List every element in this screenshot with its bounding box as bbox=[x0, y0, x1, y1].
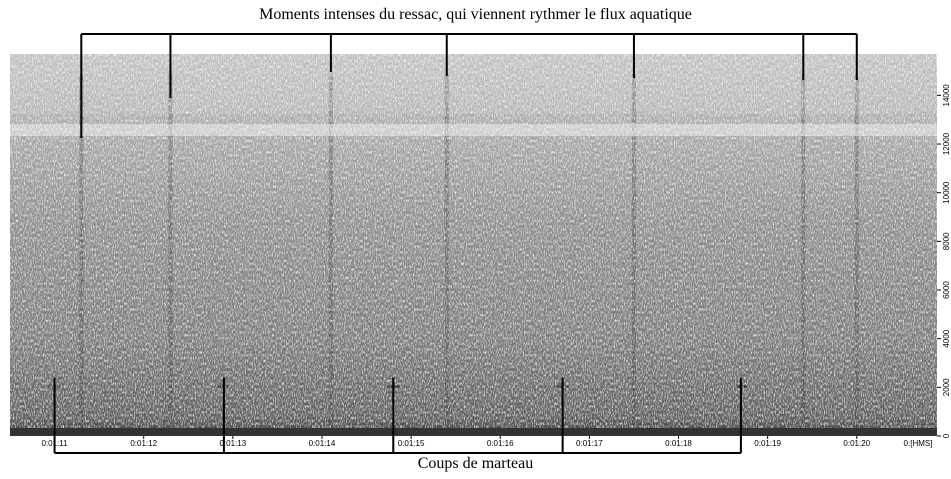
x-tick-label-7: 0:01:18 bbox=[665, 439, 692, 448]
x-tick-label-1: 0:01:12 bbox=[130, 439, 157, 448]
x-tick-label-5: 0:01:16 bbox=[487, 439, 514, 448]
spectrogram-plot-area bbox=[10, 54, 937, 436]
spectrogram-floor bbox=[10, 428, 937, 436]
x-tick-label-6: 0:01:17 bbox=[576, 439, 603, 448]
x-axis: 0:01:110:01:120:01:130:01:140:01:150:01:… bbox=[42, 436, 933, 448]
y-tick-label-1: 2000 bbox=[942, 378, 951, 396]
x-tick-label-3: 0:01:14 bbox=[309, 439, 336, 448]
y-tick-label-2: 4000 bbox=[942, 329, 951, 347]
hammer-hits-bracket bbox=[53, 377, 742, 454]
y-tick-label-4: 8000 bbox=[942, 232, 951, 250]
y-tick-label-5: 10000 bbox=[942, 181, 951, 204]
y-tick-label-0: 0 bbox=[942, 433, 951, 438]
spectrogram-grain-overlay bbox=[10, 54, 937, 436]
top-annotation: Moments intenses du ressac, qui viennent… bbox=[259, 6, 692, 23]
wave-peaks-bracket bbox=[80, 33, 858, 138]
y-axis: 0 2000 4000 6000 8000 10000 12000 14000 bbox=[937, 84, 951, 438]
spectrogram-top-fade bbox=[10, 54, 937, 114]
y-tick-label-6: 12000 bbox=[942, 132, 951, 155]
y-tick-label-7: 14000 bbox=[942, 84, 951, 107]
x-unit-label: 0:[HMS] bbox=[904, 439, 933, 448]
bottom-annotation: Coups de marteau bbox=[417, 455, 534, 472]
y-tick-label-3: 6000 bbox=[942, 281, 951, 299]
x-tick-label-4: 0:01:15 bbox=[398, 439, 425, 448]
x-tick-label-8: 0:01:19 bbox=[754, 439, 781, 448]
x-tick-label-2: 0:01:13 bbox=[219, 439, 246, 448]
x-tick-label-9: 0:01:20 bbox=[843, 439, 870, 448]
